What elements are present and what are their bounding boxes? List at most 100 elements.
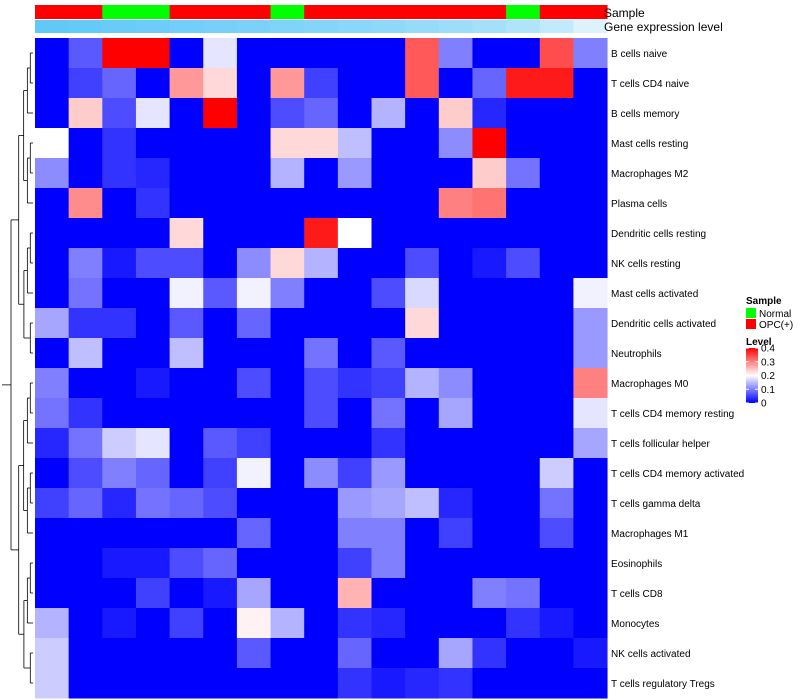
heatmap-cell xyxy=(35,218,70,249)
heatmap-cell xyxy=(135,98,171,129)
heatmap-cell xyxy=(203,248,238,279)
heatmap-cell xyxy=(506,548,541,579)
heatmap-cell xyxy=(438,518,473,549)
heatmap-cell xyxy=(371,428,406,459)
heatmap-cell xyxy=(203,158,238,189)
heatmap-cell xyxy=(304,368,339,399)
heatmap-cell xyxy=(573,218,608,249)
heatmap-cell xyxy=(169,38,204,69)
heatmap-cell xyxy=(539,668,574,699)
heatmap-cell xyxy=(68,368,103,399)
heatmap-cell xyxy=(405,458,440,489)
heatmap-cell xyxy=(573,38,608,69)
row-dendrogram xyxy=(2,52,33,684)
heatmap-cell xyxy=(270,68,305,99)
heatmap-cell xyxy=(573,608,608,639)
heatmap-cell xyxy=(102,398,137,429)
heatmap-cell xyxy=(472,248,507,279)
heatmap-cell xyxy=(573,548,608,579)
legend-opc-label: OPC(+) xyxy=(759,320,793,331)
heatmap-cell xyxy=(405,98,440,129)
heatmap-cell xyxy=(405,518,440,549)
heatmap-cell xyxy=(371,518,406,549)
heatmap-cell xyxy=(102,248,137,279)
heatmap-cell xyxy=(405,218,440,249)
heatmap-cell xyxy=(203,38,238,69)
heatmap-cell xyxy=(539,578,574,609)
heatmap-cell xyxy=(472,368,507,399)
heatmap-cell xyxy=(102,38,137,69)
heatmap-cell xyxy=(135,488,171,519)
heatmap-cell xyxy=(371,98,406,129)
heatmap-cell xyxy=(304,68,339,99)
heatmap-cell xyxy=(68,458,103,489)
gene-expression-annotation-bar xyxy=(35,20,608,33)
gene-expression-annotation-cell xyxy=(203,20,238,33)
heatmap-cell xyxy=(68,68,103,99)
heatmap-cell xyxy=(236,308,272,339)
heatmap-cell xyxy=(371,248,406,279)
heatmap-cell xyxy=(337,638,372,669)
heatmap-cell xyxy=(573,308,608,339)
heatmap-cell xyxy=(35,38,70,69)
heatmap-cell xyxy=(472,398,507,429)
heatmap-cell xyxy=(573,638,608,669)
heatmap-cell xyxy=(135,458,171,489)
heatmap-cell xyxy=(405,68,440,99)
heatmap-cell xyxy=(304,338,339,369)
heatmap-cell xyxy=(405,578,440,609)
gene-expression-annotation-cell xyxy=(35,20,70,33)
heatmap-cell xyxy=(169,278,204,309)
row-label: Dendritic cells activated xyxy=(611,319,716,330)
sample-annotation-cell xyxy=(203,5,238,19)
heatmap-cell xyxy=(135,128,171,159)
heatmap-cell xyxy=(102,128,137,159)
row-label: T cells CD4 memory activated xyxy=(611,469,744,480)
heatmap-cell xyxy=(506,218,541,249)
legend-level-ticks: 0.4 0.3 0.2 0.1 0 xyxy=(746,344,775,410)
sample-annotation-cell xyxy=(405,5,440,19)
heatmap-cell xyxy=(405,668,440,699)
heatmap-cell xyxy=(337,38,372,69)
row-label: Macrophages M1 xyxy=(611,529,689,540)
heatmap-cell xyxy=(438,278,473,309)
sample-annotation-cell xyxy=(304,5,339,19)
heatmap-cell xyxy=(236,398,272,429)
heatmap-cell xyxy=(169,428,204,459)
heatmap-cell xyxy=(539,608,574,639)
heatmap-cell xyxy=(102,158,137,189)
heatmap-cell xyxy=(539,518,574,549)
heatmap-cell xyxy=(304,278,339,309)
row-labels: B cells naive T cells CD4 naive B cells me… xyxy=(611,49,744,690)
heatmap-cell xyxy=(68,548,103,579)
heatmap-cell xyxy=(304,308,339,339)
heatmap-cell xyxy=(102,98,137,129)
heatmap-cell xyxy=(169,158,204,189)
heatmap-cell xyxy=(304,98,339,129)
heatmap-cell xyxy=(371,368,406,399)
heatmap-cell xyxy=(506,458,541,489)
heatmap-cell xyxy=(506,578,541,609)
heatmap-cell xyxy=(337,188,372,219)
heatmap-cell xyxy=(438,218,473,249)
heatmap-cell xyxy=(405,428,440,459)
heatmap-cell xyxy=(68,158,103,189)
row-label: NK cells activated xyxy=(611,649,690,660)
heatmap-cell xyxy=(472,308,507,339)
heatmap-cell xyxy=(68,188,103,219)
heatmap-cell xyxy=(203,188,238,219)
heatmap-cell xyxy=(337,668,372,699)
heatmap-cell xyxy=(270,398,305,429)
gene-expression-annotation-cell xyxy=(438,20,473,33)
heatmap-cell xyxy=(573,578,608,609)
legend-opc-swatch xyxy=(746,319,756,329)
gene-expression-annotation-cell xyxy=(405,20,440,33)
heatmap-cell xyxy=(337,518,372,549)
heatmap-cell xyxy=(573,248,608,279)
heatmap-cell xyxy=(506,638,541,669)
row-label: B cells naive xyxy=(611,49,668,60)
heatmap-cell xyxy=(270,518,305,549)
heatmap-cell xyxy=(236,278,272,309)
heatmap-cell xyxy=(68,278,103,309)
heatmap-cell xyxy=(135,368,171,399)
